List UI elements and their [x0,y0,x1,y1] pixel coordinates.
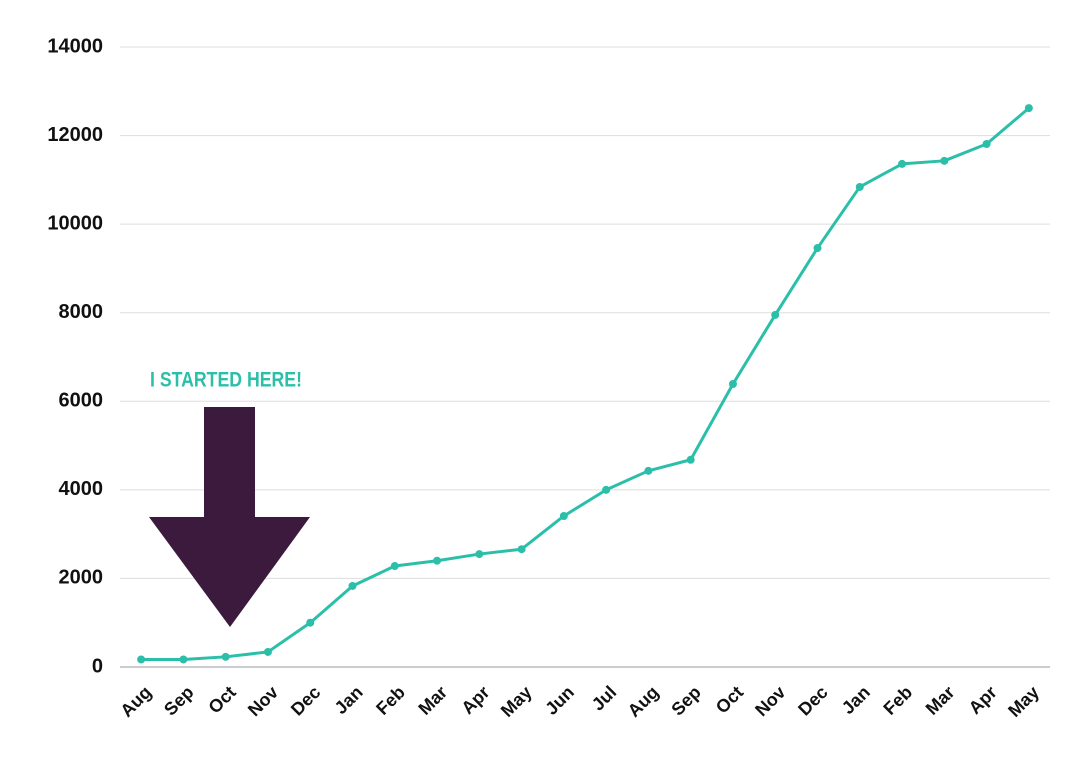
x-tick-label: Nov [244,682,282,720]
point [559,511,568,520]
x-tick-label: Aug [116,682,155,721]
point [306,618,315,627]
x-tick-label: Feb [879,682,916,719]
y-tick-label: 10000 [47,212,103,234]
y-tick-label: 6000 [59,390,104,412]
x-tick-label: Dec [794,682,831,719]
point [855,182,864,191]
x-tick-label: Sep [160,682,197,719]
annotation: I STARTED HERE! [150,369,302,392]
x-tick-label: Mar [922,682,959,719]
line [141,106,1030,661]
x-tick-label: Nov [751,682,789,720]
point [813,244,822,253]
x-tick-label: Jul [588,682,621,715]
x-tick-label: Jun [541,682,578,719]
x-tick-label: May [497,682,536,721]
point [728,380,737,389]
point [348,581,357,590]
point [982,139,991,148]
point [517,545,526,554]
point [137,655,146,664]
y-tick-label: 12000 [47,124,103,146]
x-tick-label: Apr [965,682,1001,718]
y-tick-label: 2000 [59,567,104,589]
x-tick-label: Jan [838,682,874,718]
arrow [149,407,310,627]
x-tick-label: Jan [331,682,367,718]
point [686,455,695,464]
point [390,562,399,571]
point [263,647,272,656]
x-tick-label: May [1004,682,1043,721]
x-tick-label: Oct [205,682,240,717]
point [221,652,230,661]
point [433,556,442,565]
x-tick-label: Sep [667,682,704,719]
x-tick-label: Oct [712,682,747,717]
point [644,466,653,475]
point [602,485,611,494]
y-tick-label: 14000 [47,35,103,57]
y-tick-label: 8000 [59,301,104,323]
x-tick-label: Aug [624,682,663,721]
x-tick-label: Feb [372,682,409,719]
point [771,310,780,319]
point [179,655,188,664]
point [898,159,907,168]
y-tick-label: 0 [92,655,103,677]
x-tick-label: Dec [287,682,324,719]
y-tick-label: 4000 [59,478,104,500]
x-tick-label: Mar [414,682,451,719]
point [475,550,484,559]
point [1024,104,1033,113]
point [940,156,949,165]
x-tick-label: Apr [457,682,493,718]
